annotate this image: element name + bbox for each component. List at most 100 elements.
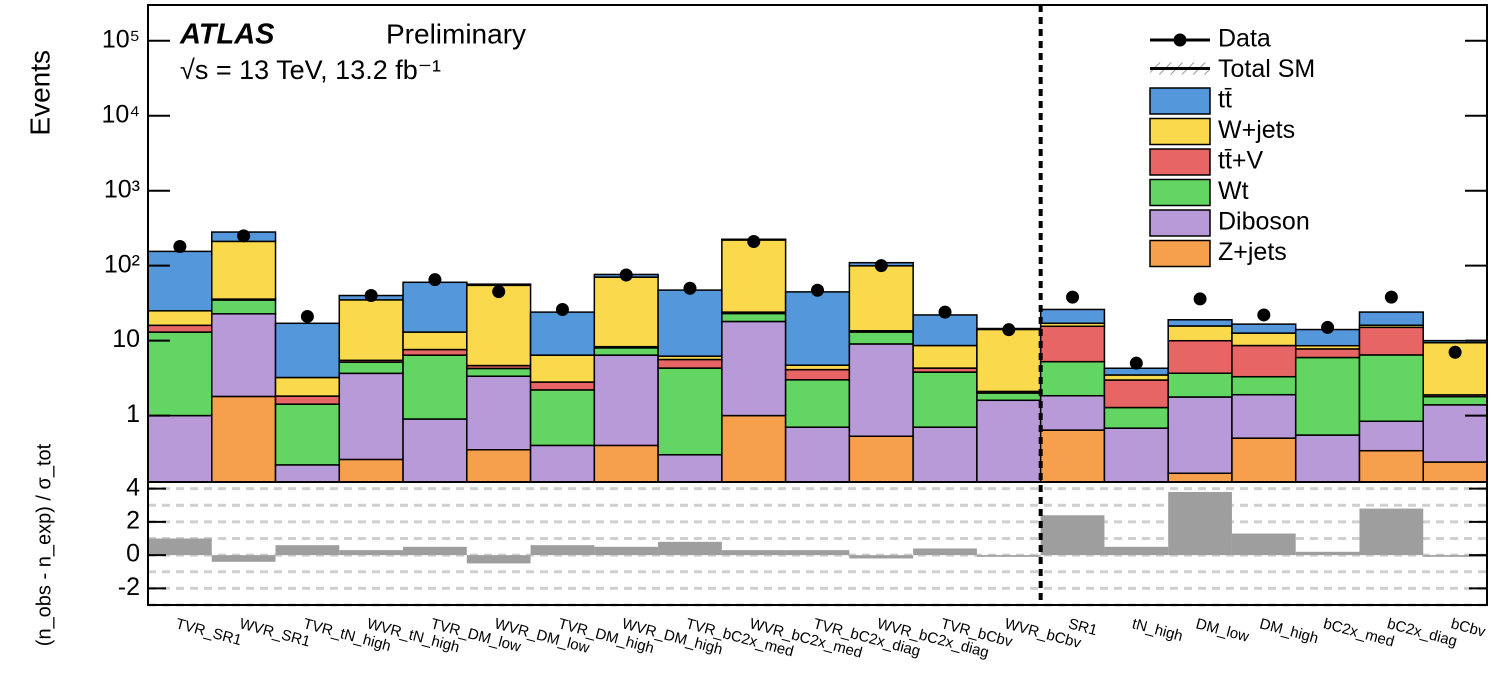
bar-segment: [784, 379, 851, 428]
pull-bar: [721, 550, 786, 556]
data-point: [1448, 345, 1462, 359]
bar-segment: [1167, 339, 1233, 375]
data-point: [1384, 290, 1398, 304]
bar-segment: [402, 281, 468, 333]
bar-segment: [976, 399, 1042, 482]
bar-segment: [721, 414, 787, 482]
y-tick-label: 0: [126, 540, 140, 568]
legend-label: Data: [1218, 25, 1271, 53]
data-point: [300, 309, 314, 323]
bar-segment: [402, 418, 468, 482]
bar-segment: [211, 313, 277, 398]
bar-segment: [1422, 461, 1487, 482]
data-point: [938, 305, 952, 319]
bar-segment: [657, 358, 723, 369]
bar-segment: [148, 310, 213, 327]
bar-segment: [1039, 308, 1106, 325]
bar-segment: [274, 376, 341, 397]
bar-segment: [848, 331, 914, 345]
bar-segment: [148, 324, 213, 333]
bar-segment: [338, 299, 404, 362]
bar-segment: [657, 367, 723, 456]
bar-segment: [274, 403, 341, 466]
data-point: [492, 285, 506, 299]
bar-segment: [402, 348, 468, 356]
bar-segment: [274, 395, 341, 405]
legend-label: tt̄: [1218, 86, 1232, 114]
legend-swatch: [1149, 209, 1211, 237]
preliminary-label: Preliminary: [386, 18, 526, 49]
pull-bar: [785, 550, 850, 556]
pull-bar: [1359, 508, 1424, 556]
legend-label: W+jets: [1218, 116, 1295, 144]
bar-segment: [402, 354, 468, 420]
bar-segment: [274, 322, 341, 379]
bar-segment: [976, 328, 1042, 393]
bar-segment: [912, 426, 978, 482]
y-tick-label: 1: [126, 400, 140, 428]
data-point: [1066, 290, 1080, 304]
pull-bar: [1168, 491, 1232, 556]
legend-label: tt̄+V: [1218, 147, 1263, 175]
data-point: [237, 229, 251, 243]
y-tick-label: 4: [126, 473, 140, 501]
y-tick-label: 10²: [104, 250, 140, 278]
pull-bar: [339, 550, 404, 556]
data-point: [619, 268, 633, 282]
y-tick-label: -2: [118, 573, 140, 601]
bar-segment: [1231, 375, 1297, 396]
bar-segment: [1294, 348, 1361, 359]
legend-swatch: [1149, 87, 1211, 115]
bar-segment: [529, 381, 596, 391]
bar-segment: [211, 299, 277, 315]
pull-bar: [658, 541, 722, 556]
x-tick-label: bC2x_diag: [1385, 615, 1459, 650]
bar-segment: [1039, 360, 1106, 397]
x-tick-label: DM_low: [1194, 615, 1251, 645]
bar-segment: [1231, 323, 1297, 334]
bar-segment: [593, 354, 659, 447]
legend-swatch: [1149, 239, 1211, 268]
pull-bar: [1104, 546, 1169, 556]
bar-segment: [848, 265, 914, 332]
pull-bar: [1295, 551, 1360, 556]
bar-segment: [338, 458, 404, 482]
y-tick-label: 10⁴: [101, 100, 140, 128]
bar-segment: [1422, 404, 1487, 463]
legend-label: Z+jets: [1218, 238, 1287, 266]
bar-segment: [784, 291, 851, 366]
bar-segment: [466, 375, 532, 451]
y-tick-label: 10: [112, 325, 140, 353]
atlas-label: ATLAS: [179, 19, 275, 51]
bar-segment: [1358, 449, 1424, 482]
pull-bar: [466, 555, 531, 564]
bar-segment: [211, 395, 277, 482]
x-tick-label: WVR_SR1: [238, 615, 312, 650]
data-point: [555, 303, 569, 317]
y-tick-label: 10³: [104, 175, 140, 203]
y-tick-label: 10⁵: [102, 25, 140, 53]
pull-bar: [594, 546, 659, 556]
bar-segment: [784, 426, 851, 482]
bar-segment: [1103, 427, 1169, 482]
bar-segment: [1358, 420, 1424, 452]
bar-segment: [912, 344, 978, 369]
bar-segment: [338, 361, 404, 375]
legend-label: Wt: [1218, 177, 1249, 205]
bar-segment: [1103, 406, 1169, 429]
bar-segment: [529, 444, 596, 482]
x-tick-label: tN_high: [1130, 615, 1184, 645]
bar-segment: [148, 250, 213, 312]
legend-swatch: [1149, 148, 1211, 176]
bar-segment: [1231, 332, 1297, 347]
pull-bar: [148, 538, 212, 556]
pull-bar: [1231, 533, 1296, 556]
bar-segment: [1103, 379, 1169, 409]
bar-segment: [912, 314, 978, 347]
data-point: [811, 283, 824, 297]
bar-segment: [402, 331, 468, 351]
pull-bar: [913, 548, 977, 556]
bar-segment: [466, 283, 532, 287]
data-point: [1257, 308, 1271, 322]
y-axis-label: Events: [24, 50, 55, 136]
